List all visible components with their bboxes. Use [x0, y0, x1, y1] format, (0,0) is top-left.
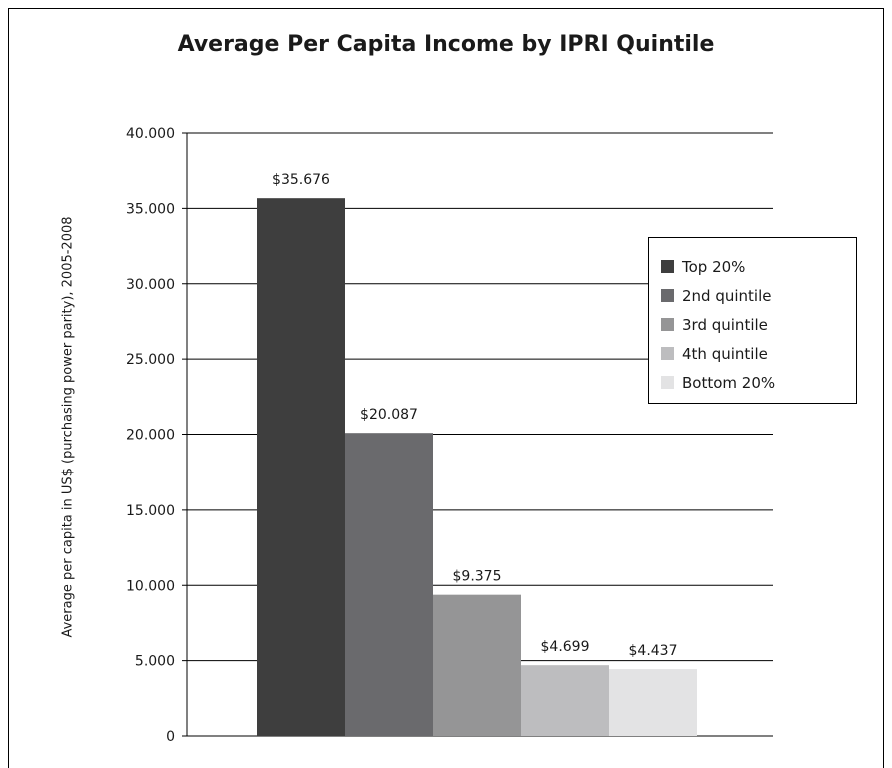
legend-label: Top 20%	[682, 257, 746, 276]
y-tick-label: 0	[166, 729, 175, 745]
legend-label: Bottom 20%	[682, 373, 776, 392]
bar	[521, 665, 609, 736]
y-tick-label: 25.000	[126, 352, 175, 368]
y-tick-label: 20.000	[126, 428, 175, 444]
legend-item: 3rd quintile	[649, 310, 856, 339]
legend-swatch	[661, 318, 674, 331]
y-tick-label: 35.000	[126, 201, 175, 217]
chart-title: Average Per Capita Income by IPRI Quinti…	[177, 32, 715, 57]
bar-value-label: $9.375	[453, 569, 502, 585]
legend-swatch	[661, 260, 674, 273]
y-tick-label: 30.000	[126, 277, 175, 293]
bar-value-label: $4.699	[541, 639, 590, 655]
y-tick-label: 10.000	[126, 578, 175, 594]
bar	[257, 198, 345, 736]
bar	[433, 594, 521, 736]
data-labels: $35.676 $20.087 $9.375 $4.699 $4.437	[272, 172, 677, 659]
bar-value-label: $35.676	[272, 172, 330, 188]
legend-item: Bottom 20%	[649, 368, 856, 397]
legend-swatch	[661, 347, 674, 360]
bars	[257, 198, 697, 736]
legend: Top 20% 2nd quintile 3rd quintile 4th quint…	[648, 237, 857, 404]
legend-label: 4th quintile	[682, 344, 768, 363]
chart-frame	[8, 8, 884, 768]
legend-swatch	[661, 376, 674, 389]
legend-item: 2nd quintile	[649, 281, 856, 310]
legend-label: 3rd quintile	[682, 315, 768, 334]
legend-item: Top 20%	[649, 252, 856, 281]
y-tick-label: 5.000	[135, 654, 175, 670]
bar	[345, 433, 433, 736]
legend-label: 2nd quintile	[682, 286, 772, 305]
y-tick-label: 40.000	[126, 126, 175, 142]
bar	[609, 669, 697, 736]
legend-item: 4th quintile	[649, 339, 856, 368]
y-tick-labels: 0 5.000 10.000 15.000 20.000 25.000 30.000 35.0…	[126, 126, 175, 745]
bar-value-label: $20.087	[360, 407, 418, 423]
legend-swatch	[661, 289, 674, 302]
y-tick-label: 15.000	[126, 503, 175, 519]
bar-value-label: $4.437	[629, 643, 678, 659]
